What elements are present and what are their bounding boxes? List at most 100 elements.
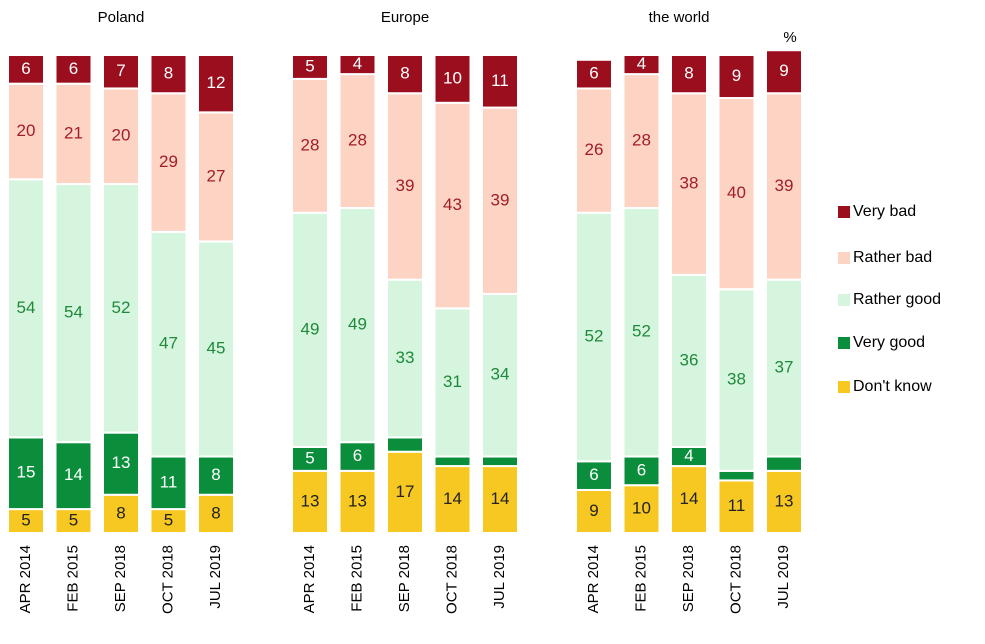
value-label: 8 (684, 64, 693, 83)
bar-segment (575, 488, 613, 535)
value-label: 11 (160, 472, 178, 491)
value-label: 11 (728, 496, 746, 515)
legend-swatch (838, 381, 850, 393)
bar-segment (102, 54, 140, 90)
value-label: 39 (491, 190, 510, 209)
value-label: 49 (348, 315, 367, 334)
bar-segment (291, 77, 329, 214)
x-tick-label: SEP 2018 (112, 545, 129, 612)
value-label: 39 (396, 176, 415, 195)
value-label: 43 (443, 195, 462, 214)
x-tick-label: JUL 2019 (491, 545, 508, 609)
bar-segment (54, 441, 93, 511)
value-label: 14 (443, 489, 462, 508)
bar-segment (54, 183, 93, 444)
legend-label: Rather bad (853, 249, 932, 266)
bar-segment (149, 54, 188, 95)
value-label: 14 (680, 489, 699, 508)
bar-segment (670, 54, 708, 95)
value-label: 52 (112, 298, 131, 317)
value-label: 6 (637, 460, 646, 479)
panel-title: Poland (98, 9, 145, 26)
panel-title: the world (649, 9, 710, 26)
value-label: 5 (69, 511, 78, 530)
x-tick-label: APR 2014 (17, 545, 34, 613)
bar-segment (575, 58, 613, 90)
value-label: 28 (632, 131, 651, 150)
x-tick-label: FEB 2015 (348, 545, 365, 612)
value-label: 8 (400, 64, 409, 83)
unit-label: % (783, 29, 796, 46)
value-label: 10 (443, 68, 462, 87)
bar-segment (386, 436, 424, 453)
value-label: 54 (64, 303, 83, 322)
value-label: 14 (64, 465, 83, 484)
bar-segment (197, 240, 235, 458)
bar-segment (102, 183, 140, 434)
bar-segment (433, 54, 472, 104)
bar-segment (575, 211, 613, 463)
x-tick-label: APR 2014 (585, 545, 602, 613)
value-label: 6 (589, 465, 598, 484)
bar-segment (291, 54, 329, 80)
legend-swatch (838, 337, 850, 349)
bar-segment (7, 54, 45, 85)
value-label: 38 (727, 370, 746, 389)
value-label: 4 (637, 54, 646, 73)
bar-segment (7, 436, 45, 511)
bar-segment (575, 460, 613, 491)
bar-segment (386, 450, 424, 534)
value-label: 6 (21, 59, 30, 78)
bar-segment (765, 278, 803, 458)
bar-segment (149, 230, 188, 458)
legend-label: Don't know (853, 378, 932, 395)
value-label: 45 (207, 338, 226, 357)
bar-segment (765, 92, 803, 281)
bar-segment (433, 101, 472, 310)
value-label: 9 (779, 61, 788, 80)
value-label: 36 (680, 350, 699, 369)
value-label: 39 (775, 176, 794, 195)
legend-label: Rather good (853, 291, 941, 308)
bar-segment (765, 49, 803, 95)
bar-segment (338, 469, 377, 534)
panel-title: Europe (381, 9, 429, 26)
bar-segment (197, 493, 235, 535)
value-label: 33 (396, 348, 415, 367)
value-label: 6 (353, 446, 362, 465)
value-label: 10 (632, 499, 651, 518)
value-label: 8 (211, 465, 220, 484)
value-label: 38 (680, 174, 699, 193)
bar-segment (717, 288, 756, 472)
value-label: 15 (17, 463, 36, 482)
value-label: 5 (164, 511, 173, 530)
bar-segment (338, 73, 377, 209)
bar-segment (717, 479, 756, 535)
x-tick-label: OCT 2018 (443, 545, 460, 614)
x-tick-label: OCT 2018 (727, 545, 744, 614)
value-label: 6 (589, 64, 598, 83)
value-label: 29 (159, 152, 178, 171)
bar-segment (197, 111, 235, 243)
bar-segment (386, 278, 424, 439)
value-label: 17 (396, 482, 415, 501)
value-label: 5 (305, 56, 314, 75)
value-label: 26 (585, 140, 604, 159)
value-label: 9 (589, 501, 598, 520)
bar-segment (670, 92, 708, 276)
x-tick-label: JUL 2019 (775, 545, 792, 609)
bar-segment (433, 307, 472, 458)
bar-segment (481, 54, 519, 109)
value-label: 4 (684, 446, 693, 465)
bar-segment (386, 54, 424, 95)
legend-swatch (838, 252, 850, 264)
value-label: 28 (301, 135, 320, 154)
bar-segment (765, 455, 803, 472)
value-label: 34 (491, 365, 510, 384)
value-label: 5 (21, 511, 30, 530)
bar-segment (622, 455, 661, 487)
x-tick-label: APR 2014 (301, 545, 318, 613)
value-label: 6 (69, 59, 78, 78)
x-tick-label: OCT 2018 (159, 545, 176, 614)
bar-segment (7, 82, 45, 181)
